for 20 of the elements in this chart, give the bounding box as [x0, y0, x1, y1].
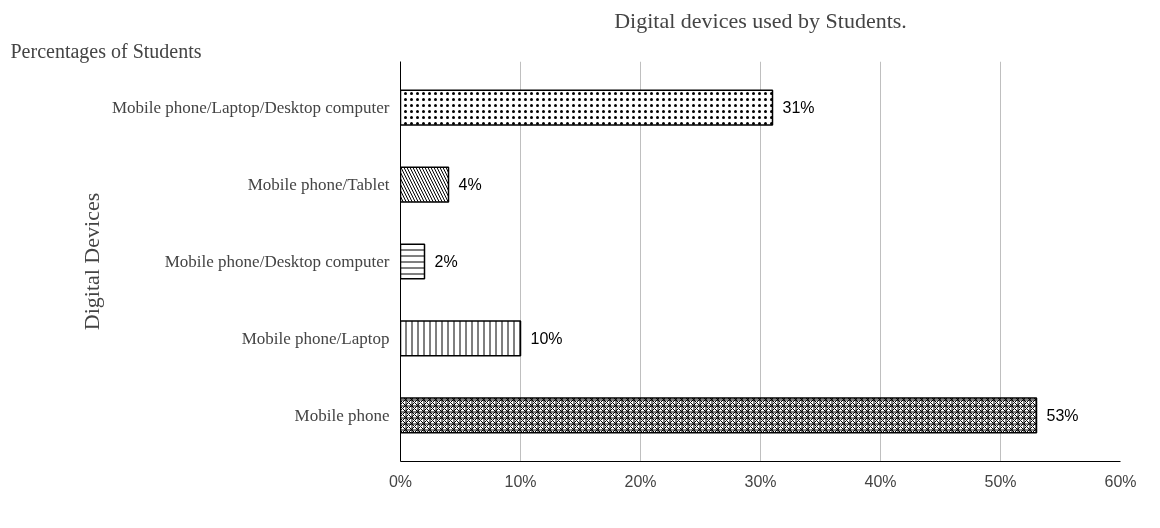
- y-tick-label: Mobile phone/Laptop: [241, 328, 390, 348]
- x-tick-label: 50%: [984, 472, 1017, 490]
- data-label: 53%: [1046, 406, 1079, 424]
- data-label: 31%: [782, 99, 815, 117]
- data-label: 10%: [530, 329, 563, 347]
- y-tick-label: Mobile phone/Laptop/Desktop computer: [111, 98, 390, 118]
- x-tick-label: 10%: [504, 472, 537, 490]
- x-tick-label: 20%: [624, 472, 657, 490]
- x-tick-label: 60%: [1104, 472, 1137, 490]
- y-axis-title: Digital Devices: [78, 192, 104, 331]
- chart-title: Digital devices used by Students.: [614, 7, 907, 33]
- x-tick-label: 30%: [744, 472, 777, 490]
- data-label: 2%: [434, 253, 458, 270]
- y-tick-label: Mobile phone/Tablet: [247, 175, 390, 195]
- x-axis-title: Percentages of Students: [10, 39, 202, 63]
- y-tick-label: Mobile phone: [294, 405, 390, 425]
- data-label: 4%: [458, 176, 482, 194]
- x-tick-label: 40%: [864, 472, 897, 490]
- y-tick-label: Mobile phone/Desktop computer: [164, 252, 390, 271]
- x-tick-label: 0%: [388, 472, 413, 490]
